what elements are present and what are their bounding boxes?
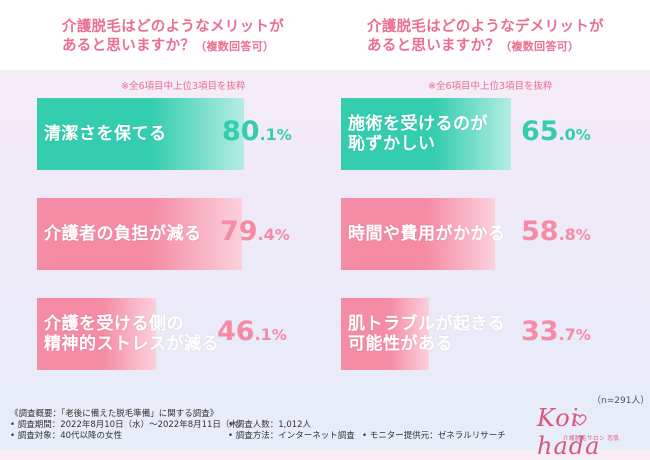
merit-question-title: 介護脱毛はどのようなメリットが あると思いますか？（複数回答可） [62, 18, 284, 56]
merit-title-line2: あると思いますか？ [62, 38, 196, 54]
demerit-bar [341, 98, 511, 170]
merit-title-line1: 介護脱毛はどのようなメリットが [62, 19, 284, 35]
bar-value-dec: .1 [259, 125, 277, 144]
bar-value-dec: .0 [558, 125, 576, 144]
bar-label-line: 精神的ストレスが減る [44, 334, 219, 354]
bar-category-label: 施術を受けるのが 恥ずかしい [348, 114, 488, 154]
bar-value-label: 65.0% [521, 116, 591, 147]
bar-value-label: 58.8% [521, 216, 591, 247]
bar-label-line: 可能性がある [348, 334, 453, 354]
merit-note: ※全6項目中上位3項目を抜粋 [121, 81, 246, 92]
demerit-title-line1: 介護脱毛はどのようなデメリットが [367, 19, 604, 35]
bar-value-int: 65 [521, 116, 559, 147]
merit-bar [37, 298, 156, 370]
bar-value-unit: % [271, 326, 287, 344]
bar-category-label: 肌トラブルが起きる 可能性がある [348, 314, 505, 354]
survey-method: • 調査方法：インターネット調査 [228, 431, 355, 441]
survey-period: • 調査期間：2022年8月10日（水）～2022年8月11日（木） [10, 420, 247, 430]
bar-value-label: 80.1% [222, 116, 292, 147]
bar-value-unit: % [276, 126, 292, 144]
survey-target: • 調査対象：40代以降の女性 [10, 431, 123, 441]
bar-value-dec: .8 [558, 225, 576, 244]
bar-label-line: 清潔さを保てる [44, 124, 167, 144]
bar-label-line: 介護を受ける側の [44, 314, 184, 334]
heart-icon [573, 414, 587, 426]
bar-value-unit: % [575, 326, 591, 344]
bar-label-line: 恥ずかしい [348, 134, 436, 154]
bar-value-int: 58 [521, 216, 559, 247]
bar-value-label: 46.1% [217, 316, 287, 347]
bar-value-label: 33.7% [521, 316, 591, 347]
bar-label-line: 施術を受けるのが [348, 114, 488, 134]
bar-label-line: 肌トラブルが起きる [348, 314, 506, 334]
koihada-logo: Koi hada 介護脱毛サロン 恋肌 [537, 404, 647, 460]
bar-category-label: 介護を受ける側の 精神的ストレスが減る [44, 314, 219, 354]
bar-value-int: 80 [222, 116, 260, 147]
bar-value-dec: .7 [558, 325, 576, 344]
merit-title-suffix: （複数回答可） [195, 40, 275, 53]
logo-text: Koi hada [537, 404, 601, 460]
demerit-title-suffix: （複数回答可） [500, 40, 580, 53]
header-band [0, 0, 650, 70]
bar-value-unit: % [575, 226, 591, 244]
sample-size-label: （n=291人） [592, 396, 650, 406]
bar-label-line: 介護者の負担が減る [44, 224, 202, 244]
bar-value-int: 33 [521, 316, 559, 347]
demerit-bar [341, 298, 429, 370]
merit-bar [37, 198, 242, 270]
bar-value-unit: % [274, 226, 290, 244]
merit-bar [37, 98, 244, 170]
bar-category-label: 介護者の負担が減る [44, 224, 202, 244]
bar-category-label: 清潔さを保てる [44, 124, 167, 144]
bar-value-label: 79.4% [220, 216, 290, 247]
demerit-bar [341, 198, 495, 270]
bar-value-int: 46 [217, 316, 255, 347]
bar-value-dec: .1 [254, 325, 272, 344]
logo-subtitle: 介護脱毛サロン 恋肌 [563, 436, 620, 442]
bar-label-line: 時間や費用がかかる [348, 224, 506, 244]
bar-value-int: 79 [220, 216, 258, 247]
demerit-note: ※全6項目中上位3項目を抜粋 [428, 81, 553, 92]
survey-monitor: • モニター提供元：ゼネラルリサーチ [362, 431, 506, 441]
bar-value-unit: % [575, 126, 591, 144]
survey-count: • 調査人数：1,012人 [228, 420, 312, 430]
bar-category-label: 時間や費用がかかる [348, 224, 506, 244]
bar-value-dec: .4 [257, 225, 275, 244]
survey-overview: 《調査概要：「老後に備えた脱毛準備」に関する調査》 [10, 409, 219, 419]
demerit-title-line2: あると思いますか？ [367, 38, 501, 54]
demerit-question-title: 介護脱毛はどのようなデメリットが あると思いますか？（複数回答可） [367, 18, 604, 56]
